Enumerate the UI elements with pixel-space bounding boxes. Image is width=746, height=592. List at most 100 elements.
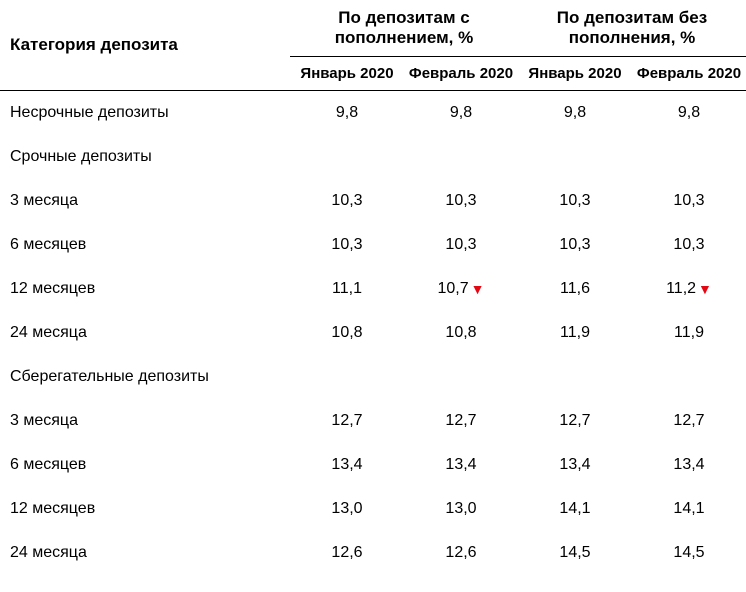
rate-value: 11,1: [332, 280, 362, 297]
rate-value: 13,0: [445, 500, 476, 517]
rate-value: 10,3: [445, 236, 476, 253]
deposit-rates-table: Категория депозита По депозитам с пополн…: [0, 0, 746, 575]
rate-value: 13,0: [331, 500, 362, 517]
rate-cell: 10,3: [632, 223, 746, 267]
rate-cell: 12,6: [404, 531, 518, 575]
row-label: 6 месяцев: [0, 223, 290, 267]
rate-cell: 12,7: [518, 399, 632, 443]
rate-cell: 10,3: [290, 179, 404, 223]
table-row: Несрочные депозиты 9,8 9,8 9,8 9,8: [0, 91, 746, 136]
rate-value: 13,4: [331, 456, 362, 473]
rate-cell: [404, 135, 518, 179]
rate-cell: 10,8: [290, 311, 404, 355]
rate-cell: 11,9: [518, 311, 632, 355]
rate-cell: [404, 355, 518, 399]
header-sub-jan-1: Январь 2020: [290, 57, 404, 91]
rate-cell: 10,3: [404, 179, 518, 223]
rate-cell: 9,8: [290, 91, 404, 136]
rate-cell: 9,8: [404, 91, 518, 136]
table-row: 12 месяцев11,110,7▼11,611,2▼: [0, 267, 746, 311]
rate-value: 12,7: [559, 412, 590, 429]
rate-cell: 10,3: [518, 223, 632, 267]
rate-cell: [290, 135, 404, 179]
table-row: Срочные депозиты: [0, 135, 746, 179]
rate-cell: 10,7▼: [404, 267, 518, 311]
rate-cell: 14,1: [632, 487, 746, 531]
rate-value: 10,3: [331, 236, 362, 253]
header-sub-jan-2: Январь 2020: [518, 57, 632, 91]
rate-value: 10,3: [673, 236, 704, 253]
rate-value: 11,6: [560, 280, 590, 297]
rate-cell: 14,1: [518, 487, 632, 531]
rate-cell: [632, 135, 746, 179]
table-body: Несрочные депозиты 9,8 9,8 9,8 9,8 Срочные де…: [0, 91, 746, 576]
rate-cell: 10,3: [518, 179, 632, 223]
rate-cell: [290, 355, 404, 399]
rate-cell: 10,3: [632, 179, 746, 223]
rate-cell: [518, 135, 632, 179]
rate-value: 10,3: [331, 192, 362, 209]
row-label: 3 месяца: [0, 399, 290, 443]
rate-value: 12,7: [673, 412, 704, 429]
row-label: 3 месяца: [0, 179, 290, 223]
header-group-without-replenishment: По депозитам без пополнения, %: [518, 0, 746, 57]
rate-value: 13,4: [445, 456, 476, 473]
table-row: Сберегательные депозиты: [0, 355, 746, 399]
rate-value: 12,7: [331, 412, 362, 429]
rate-cell: 12,7: [404, 399, 518, 443]
row-label: Несрочные депозиты: [0, 91, 290, 136]
rate-cell: 11,6: [518, 267, 632, 311]
rate-cell: 13,4: [290, 443, 404, 487]
rate-cell: 14,5: [632, 531, 746, 575]
rate-value: 11,9: [674, 324, 704, 341]
rate-cell: 14,5: [518, 531, 632, 575]
rate-cell: 10,3: [404, 223, 518, 267]
rate-value: 9,8: [678, 104, 700, 121]
table-row: 3 месяца10,310,310,310,3: [0, 179, 746, 223]
rate-cell: 13,4: [518, 443, 632, 487]
rate-value: 10,8: [445, 324, 476, 341]
row-label: 12 месяцев: [0, 267, 290, 311]
rate-value: 11,2: [666, 280, 696, 297]
table-row: 6 месяцев 10,3 10,3 10,3 10,3: [0, 223, 746, 267]
table-row: 6 месяцев 13,4 13,4 13,4 13,4: [0, 443, 746, 487]
rate-value: 9,8: [564, 104, 586, 121]
row-label: 24 месяца: [0, 311, 290, 355]
rate-value: 14,5: [673, 544, 704, 561]
rate-cell: 9,8: [518, 91, 632, 136]
rate-cell: 11,9: [632, 311, 746, 355]
rate-cell: 11,2▼: [632, 267, 746, 311]
header-category: Категория депозита: [0, 0, 290, 91]
down-arrow-icon: ▼: [698, 281, 712, 297]
rate-value: 14,5: [559, 544, 590, 561]
row-label: 6 месяцев: [0, 443, 290, 487]
rate-value: 10,3: [559, 236, 590, 253]
row-label: Сберегательные депозиты: [0, 355, 290, 399]
rate-cell: 12,7: [632, 399, 746, 443]
table-row: 12 месяцев 13,0 13,0 14,1 14,1: [0, 487, 746, 531]
header-sub-feb-2: Февраль 2020: [632, 57, 746, 91]
rate-value: 14,1: [673, 500, 704, 517]
rate-cell: 9,8: [632, 91, 746, 136]
rate-value: 10,8: [331, 324, 362, 341]
row-label: Срочные депозиты: [0, 135, 290, 179]
rate-value: 12,6: [445, 544, 476, 561]
rate-cell: 12,7: [290, 399, 404, 443]
rate-cell: 10,3: [290, 223, 404, 267]
rate-cell: 10,8: [404, 311, 518, 355]
rate-value: 11,9: [560, 324, 590, 341]
rate-cell: 13,4: [632, 443, 746, 487]
rate-value: 9,8: [336, 104, 358, 121]
rate-value: 13,4: [559, 456, 590, 473]
rate-cell: 13,0: [404, 487, 518, 531]
rate-cell: [518, 355, 632, 399]
row-label: 12 месяцев: [0, 487, 290, 531]
rate-cell: 13,0: [290, 487, 404, 531]
header-group-with-replenishment: По депозитам с пополнением, %: [290, 0, 518, 57]
rate-value: 10,7: [438, 280, 469, 297]
rate-value: 13,4: [673, 456, 704, 473]
rate-value: 9,8: [450, 104, 472, 121]
table-row: 24 месяца12,612,614,514,5: [0, 531, 746, 575]
table-row: 3 месяца 12,7 12,7 12,7 12,7: [0, 399, 746, 443]
rate-value: 12,6: [331, 544, 362, 561]
